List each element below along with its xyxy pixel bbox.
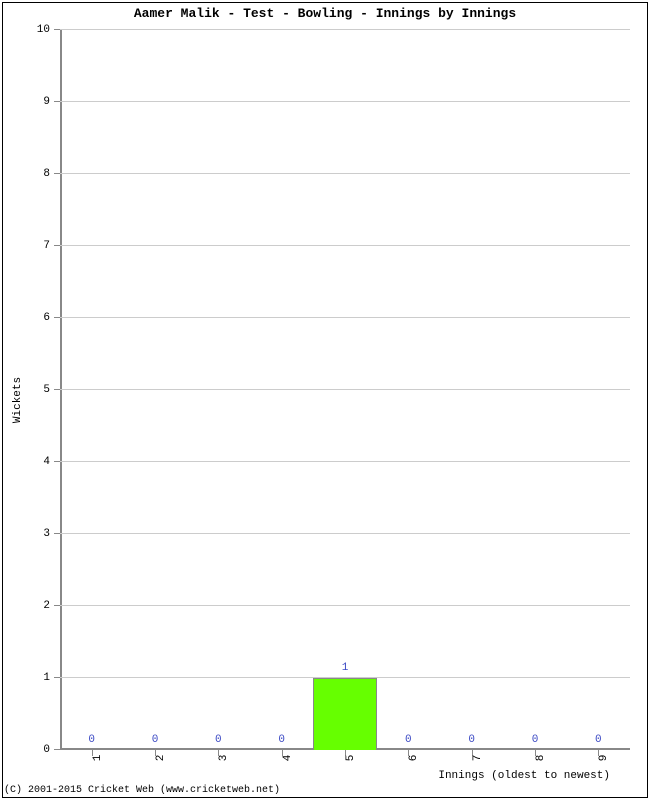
x-tick-label: 9 xyxy=(598,755,610,762)
chart-title: Aamer Malik - Test - Bowling - Innings b… xyxy=(0,6,650,21)
grid-line xyxy=(60,461,630,462)
y-tick-label: 3 xyxy=(43,528,50,540)
y-tick xyxy=(54,245,60,246)
x-tick-label: 5 xyxy=(345,755,357,762)
x-tick-label: 3 xyxy=(218,755,230,762)
x-tick-label: 6 xyxy=(408,755,420,762)
y-tick-label: 2 xyxy=(43,600,50,612)
x-tick-label: 4 xyxy=(282,755,294,762)
y-tick-label: 6 xyxy=(43,312,50,324)
y-tick xyxy=(54,173,60,174)
bar-value-label: 0 xyxy=(595,734,602,746)
grid-line xyxy=(60,29,630,30)
y-tick xyxy=(54,605,60,606)
bar-value-label: 0 xyxy=(152,734,159,746)
y-tick-label: 0 xyxy=(43,744,50,756)
y-tick xyxy=(54,101,60,102)
grid-line xyxy=(60,389,630,390)
y-tick xyxy=(54,461,60,462)
y-tick xyxy=(54,317,60,318)
grid-line xyxy=(60,173,630,174)
y-tick xyxy=(54,677,60,678)
grid-line xyxy=(60,101,630,102)
bar-value-label: 0 xyxy=(532,734,539,746)
y-axis-label: Wickets xyxy=(12,377,24,423)
y-tick xyxy=(54,389,60,390)
copyright-text: (C) 2001-2015 Cricket Web (www.cricketwe… xyxy=(4,785,280,796)
x-tick-label: 2 xyxy=(155,755,167,762)
bar xyxy=(313,678,376,750)
y-tick-label: 9 xyxy=(43,96,50,108)
bar-value-label: 0 xyxy=(215,734,222,746)
y-tick-label: 1 xyxy=(43,672,50,684)
bar-value-label: 0 xyxy=(88,734,95,746)
grid-line xyxy=(60,317,630,318)
x-axis-label: Innings (oldest to newest) xyxy=(438,770,610,782)
y-tick-label: 4 xyxy=(43,456,50,468)
bar-value-label: 0 xyxy=(278,734,285,746)
y-tick xyxy=(54,29,60,30)
y-tick-label: 5 xyxy=(43,384,50,396)
grid-line xyxy=(60,245,630,246)
y-tick xyxy=(54,533,60,534)
grid-line xyxy=(60,533,630,534)
y-tick-label: 7 xyxy=(43,240,50,252)
bar-value-label: 0 xyxy=(468,734,475,746)
y-tick-label: 8 xyxy=(43,168,50,180)
x-tick-label: 7 xyxy=(472,755,484,762)
bar-value-label: 1 xyxy=(342,662,349,674)
chart-plot-area: 012345678910102030405160708090 xyxy=(60,30,630,750)
plot-border xyxy=(60,30,630,750)
y-tick-label: 10 xyxy=(37,24,50,36)
grid-line xyxy=(60,605,630,606)
y-tick xyxy=(54,749,60,750)
x-tick-label: 1 xyxy=(92,755,104,762)
bar-value-label: 0 xyxy=(405,734,412,746)
x-tick-label: 8 xyxy=(535,755,547,762)
